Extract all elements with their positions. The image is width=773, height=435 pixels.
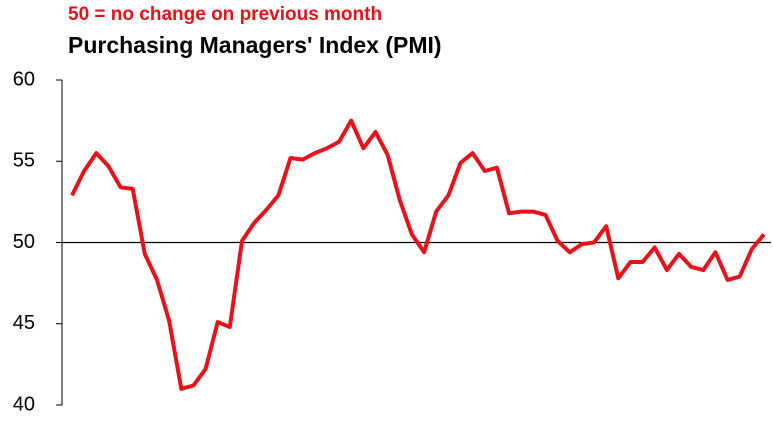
chart-title: Purchasing Managers' Index (PMI) — [68, 32, 442, 58]
y-tick-label: 60 — [13, 68, 35, 90]
y-tick-label: 55 — [13, 150, 35, 172]
y-tick-label: 40 — [13, 393, 35, 415]
chart-subtitle: 50 = no change on previous month — [68, 4, 382, 25]
y-tick-label: 50 — [13, 231, 35, 253]
y-tick-label: 45 — [13, 312, 35, 334]
data-line — [70, 118, 766, 391]
